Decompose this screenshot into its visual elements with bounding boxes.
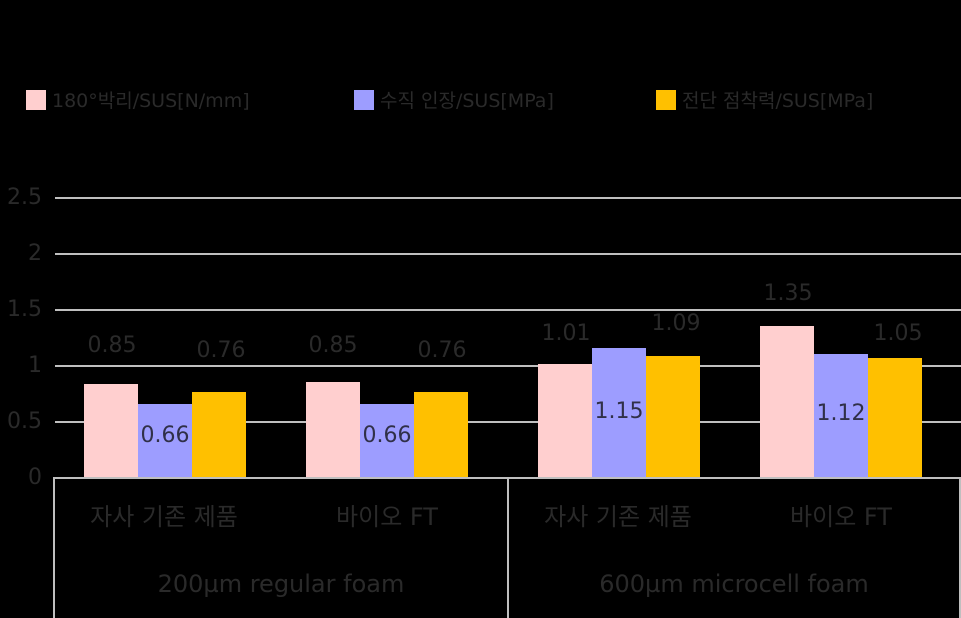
- data-label: 0.66: [140, 423, 190, 448]
- y-tick: 2.5: [7, 185, 42, 210]
- category-label: 바이오 FT: [336, 503, 438, 531]
- gridline-0.5: [55, 421, 961, 423]
- bar-g1-shear: [192, 392, 246, 478]
- gridline-2.5: [55, 197, 961, 199]
- data-label: 1.05: [873, 321, 923, 346]
- category-label: 자사 기존 제품: [544, 503, 692, 531]
- group-label: 600µm microcell foam: [599, 570, 869, 598]
- axis-separator-right: [959, 477, 961, 618]
- group-label: 200µm regular foam: [157, 570, 405, 598]
- legend-item-tensile: 수직 인장/SUS[MPa]: [354, 86, 554, 113]
- legend-swatch-pink: [26, 89, 46, 110]
- bar-g1-peel: [84, 384, 138, 478]
- gridline-1: [55, 365, 961, 367]
- y-tick: 1: [28, 353, 42, 378]
- data-label: 1.35: [763, 281, 813, 306]
- bar-g2-shear: [414, 392, 468, 478]
- y-tick: 0.5: [7, 409, 42, 434]
- bar-g4-shear: [868, 358, 922, 478]
- y-tick: 0: [28, 465, 42, 490]
- bar-g3-peel: [538, 364, 592, 478]
- gridline-1.5: [55, 309, 961, 311]
- data-label: 0.85: [308, 333, 358, 358]
- data-label: 1.01: [541, 321, 591, 346]
- data-label: 1.09: [651, 311, 701, 336]
- y-tick: 2: [28, 241, 42, 266]
- data-label: 0.85: [87, 333, 137, 358]
- legend-swatch-gold: [656, 89, 676, 110]
- legend-label: 180°박리/SUS[N/mm]: [52, 90, 250, 112]
- legend-item-shear: 전단 점착력/SUS[MPa]: [656, 86, 873, 113]
- data-label: 0.66: [362, 423, 412, 448]
- axis-separator-middle: [507, 477, 509, 618]
- legend-label: 전단 점착력/SUS[MPa]: [682, 90, 874, 112]
- chart-legend: 180°박리/SUS[N/mm] 수직 인장/SUS[MPa] 전단 점착력/S…: [0, 86, 961, 116]
- legend-label: 수직 인장/SUS[MPa]: [380, 90, 554, 112]
- bar-g1-tensile: [138, 404, 192, 478]
- legend-item-peel: 180°박리/SUS[N/mm]: [26, 86, 250, 113]
- data-label: 0.76: [417, 338, 467, 363]
- bar-g3-shear: [646, 356, 700, 478]
- bar-g4-peel: [760, 326, 814, 478]
- bar-g3-tensile: [592, 348, 646, 478]
- bar-g4-tensile: [814, 354, 868, 478]
- bar-g2-tensile: [360, 404, 414, 478]
- bar-g2-peel: [306, 382, 360, 478]
- data-label: 0.76: [196, 338, 246, 363]
- gridline-2: [55, 253, 961, 255]
- legend-swatch-blue: [354, 89, 374, 110]
- axis-separator-left: [53, 477, 55, 618]
- y-tick: 1.5: [7, 297, 42, 322]
- data-label: 1.15: [594, 399, 644, 424]
- data-label: 1.12: [816, 401, 866, 426]
- category-label: 자사 기존 제품: [90, 503, 238, 531]
- category-label: 바이오 FT: [790, 503, 892, 531]
